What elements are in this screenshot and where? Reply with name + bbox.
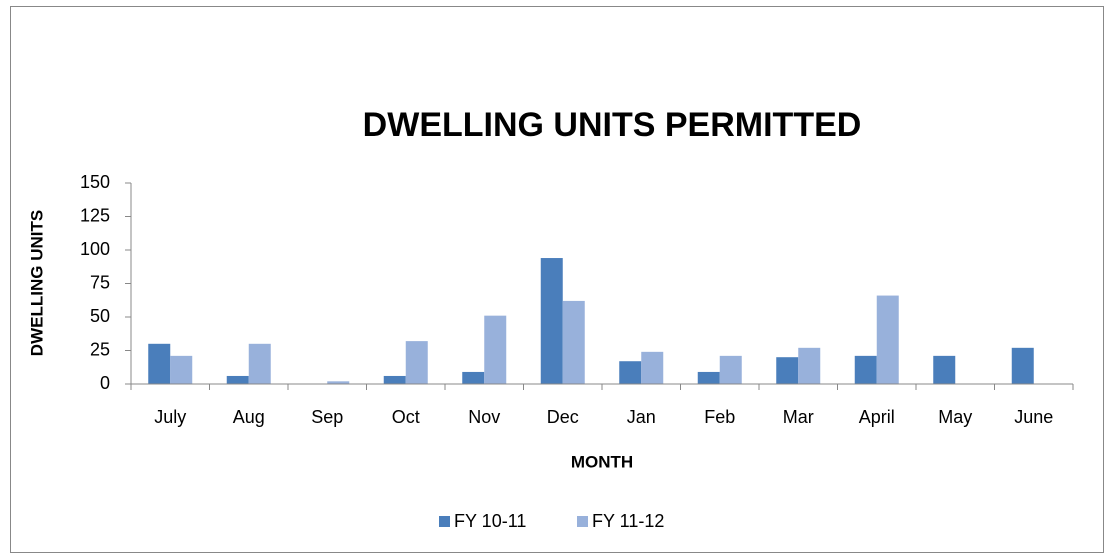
y-tick-label: 150 [80,172,110,192]
x-tick-label: April [859,407,895,427]
y-axis-title: DWELLING UNITS [27,210,46,356]
bar [540,258,563,384]
x-tick-label: June [1014,407,1053,427]
legend-swatch [439,516,450,527]
bar [719,355,742,384]
x-axis-title: MONTH [571,452,633,471]
bar [226,375,249,384]
y-tick-label: 25 [90,339,110,359]
x-tick-label: Jan [627,407,656,427]
bar [776,357,799,384]
bar [854,355,877,384]
bar [697,371,720,384]
x-tick-label: Feb [704,407,735,427]
bar [248,343,271,384]
bar [405,341,428,384]
bar [876,295,899,384]
x-tick-label: July [154,407,186,427]
x-tick-label: Mar [783,407,814,427]
x-tick-label: May [938,407,972,427]
x-tick-label: Dec [547,407,579,427]
bar [170,355,193,384]
x-tick-label: Oct [392,407,420,427]
bar [1011,347,1034,384]
x-tick-label: Sep [311,407,343,427]
bar [484,315,507,384]
chart-title: DWELLING UNITS PERMITTED [363,106,862,144]
bar [641,351,664,384]
x-tick-label: Nov [468,407,500,427]
bar [383,375,406,384]
y-tick-label: 75 [90,272,110,292]
legend-label: FY 10-11 [454,511,526,531]
legend-swatch [577,516,588,527]
y-tick-label: 125 [80,205,110,225]
bar [327,381,350,384]
bar [462,371,485,384]
y-tick-label: 50 [90,306,110,326]
bar [619,361,642,384]
bar [933,355,956,384]
y-tick-label: 100 [80,239,110,259]
bar [562,300,585,384]
y-tick-label: 0 [100,373,110,393]
bar [148,343,171,384]
legend-label: FY 11-12 [592,511,664,531]
x-tick-label: Aug [233,407,265,427]
bar [798,347,821,384]
